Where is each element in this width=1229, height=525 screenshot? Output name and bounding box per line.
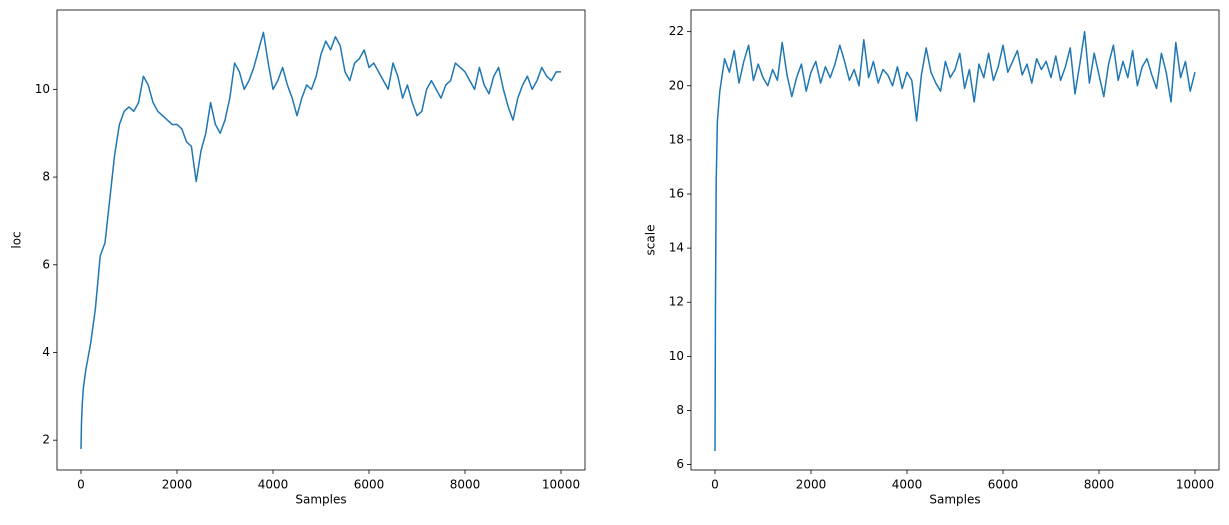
x-tick-label: 4000 bbox=[892, 478, 923, 492]
x-tick-label: 4000 bbox=[258, 478, 289, 492]
y-tick-label: 18 bbox=[669, 132, 684, 146]
x-axis-label: Samples bbox=[929, 493, 980, 507]
y-axis-label: loc bbox=[10, 231, 24, 248]
y-tick-label: 6 bbox=[676, 457, 684, 471]
y-axis-label: scale bbox=[644, 225, 658, 256]
y-tick-label: 4 bbox=[42, 345, 50, 359]
x-tick-label: 6000 bbox=[988, 478, 1019, 492]
axes-frame bbox=[690, 9, 1220, 471]
y-tick-label: 10 bbox=[669, 349, 684, 363]
trace-line bbox=[80, 31, 561, 449]
x-tick-label: 10000 bbox=[542, 478, 580, 492]
trace-line bbox=[714, 30, 1196, 452]
x-axis-label: Samples bbox=[295, 493, 346, 507]
y-tick-label: 8 bbox=[42, 170, 50, 184]
x-tick-label: 10000 bbox=[1176, 478, 1214, 492]
x-tick-label: 2000 bbox=[796, 478, 827, 492]
y-tick-label: 14 bbox=[669, 241, 684, 255]
x-tick-label: 6000 bbox=[354, 478, 385, 492]
y-tick-label: 16 bbox=[669, 187, 684, 201]
y-tick-label: 6 bbox=[42, 257, 50, 271]
y-tick-label: 2 bbox=[42, 433, 50, 447]
x-tick-label: 0 bbox=[77, 478, 85, 492]
x-tick-label: 0 bbox=[711, 478, 719, 492]
axes-frame bbox=[56, 9, 586, 471]
x-tick-label: 8000 bbox=[1084, 478, 1115, 492]
y-tick-label: 8 bbox=[676, 403, 684, 417]
x-tick-label: 2000 bbox=[162, 478, 193, 492]
y-tick-label: 12 bbox=[669, 295, 684, 309]
y-tick-label: 20 bbox=[669, 78, 684, 92]
x-tick-label: 8000 bbox=[450, 478, 481, 492]
y-tick-label: 10 bbox=[35, 82, 50, 96]
y-tick-label: 22 bbox=[669, 24, 684, 38]
